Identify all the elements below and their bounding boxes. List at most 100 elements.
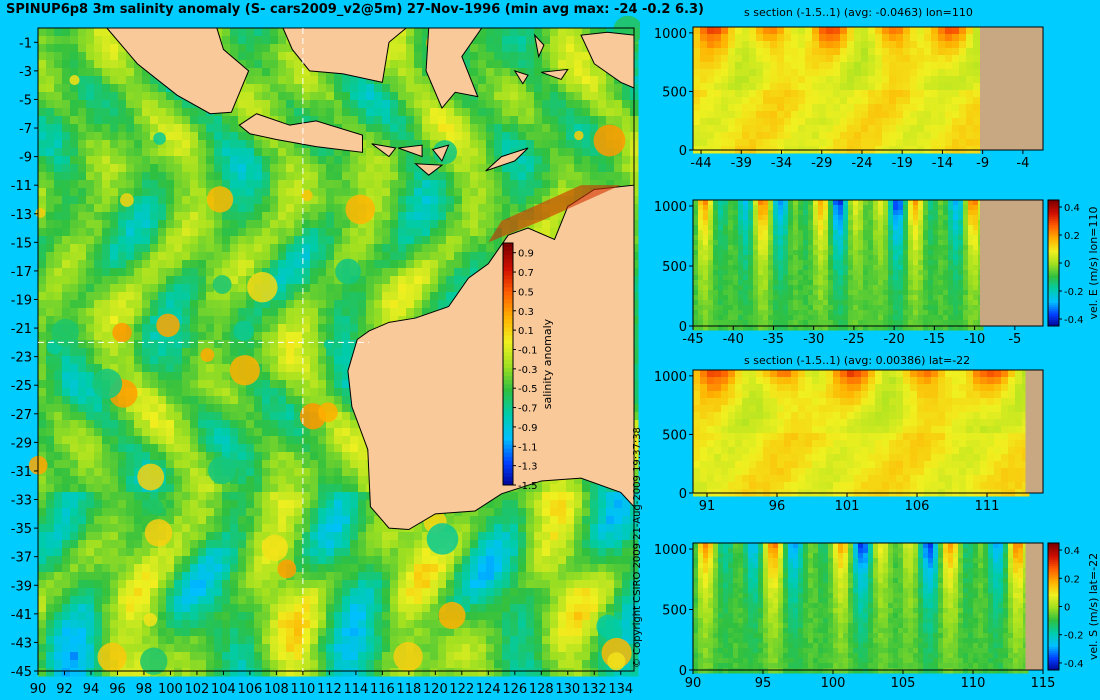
map-colorbar-label: salinity anomaly [541,318,554,409]
sumatra-land [105,27,250,115]
map-x-tick-8: 106 [237,682,262,697]
map-y-tick-3: -7 [19,122,32,137]
map-x-tick-3: 96 [109,682,126,697]
s-lon-seafloor [980,27,1043,150]
s-lon-x-tick-4: -24 [851,156,872,171]
borneo-land [282,27,408,83]
map-y-tick-20: -41 [11,608,32,623]
v-lon-y-tick-0: 0 [679,320,687,335]
map-y-tick-2: -5 [19,93,32,108]
map-x-tick-2: 94 [83,682,100,697]
map-y-tick-21: -43 [11,636,32,651]
island-3 [485,147,529,172]
v-lat-y-tick-0: 0 [679,664,687,679]
map-colorbar-tick-6: -0.3 [518,365,538,376]
map-y-tick-19: -39 [11,579,32,594]
map-x-tick-14: 118 [396,682,421,697]
map-y-tick-15: -31 [11,465,32,480]
map-frame [37,27,635,672]
s-lon-chart: -44 -39 -34 -29 -24 -19 -14 -9 -4 0 500 1000 [654,26,1044,171]
island-0 [371,143,397,158]
s-lon-x-tick-1: -39 [731,156,752,171]
v-lon-x-tick-1: -40 [723,332,744,347]
v-lat-colorbar-tick-0: 0.4 [1064,546,1080,557]
coastal-anomaly [488,185,621,243]
s-lat-y-tick-1: 500 [662,428,687,443]
s-lat-x-tick-2: 101 [835,499,860,514]
v-lon-x-tick-3: -30 [803,332,824,347]
map-colorbar-tick-10: -1.1 [518,442,538,453]
map-y-tick-9: -19 [11,293,32,308]
v-lat-colorbar-tick-2: 0 [1064,603,1070,614]
s-lon-x-tick-8: -4 [1016,156,1029,171]
island-4 [414,163,444,176]
v-lat-colorbar-label: vel. S (m/s) lat=-22 [1087,553,1100,660]
map-x-tick-21: 132 [582,682,607,697]
island-1 [398,144,423,158]
s-lon-x-tick-0: -44 [690,156,711,171]
java-land [238,113,363,153]
map-x-tick-10: 110 [290,682,315,697]
v-lat-x-tick-1: 95 [755,676,772,691]
s-lon-frame [692,26,1044,151]
v-lat-x-tick-0: 90 [685,676,702,691]
map-x-tick-4: 98 [136,682,153,697]
v-lon-colorbar-label: vel. E (m/s) lon=110 [1087,207,1100,320]
map-colorbar-tick-12: -1.5 [518,481,538,492]
map-colorbar-tick-8: -0.7 [518,404,538,415]
map-x-tick-12: 114 [343,682,368,697]
sulawesi-land [425,27,483,109]
map-y-tick-14: -29 [11,436,32,451]
map-y-tick-22: -45 [11,665,32,680]
map-colorbar-tick-5: -0.1 [518,345,538,356]
map-y-tick-8: -17 [11,265,32,280]
s-lon-x-tick-3: -29 [811,156,832,171]
v-lon-x-tick-7: -10 [964,332,985,347]
v-lon-x-tick-2: -35 [763,332,784,347]
map-colorbar-tick-1: 0.7 [518,268,534,279]
v-lon-frame [692,199,1044,327]
map-y-tick-16: -33 [11,494,32,509]
map-colorbar-tick-0: 0.9 [518,249,534,260]
v-lon-colorbar-tick-2: 0 [1064,259,1070,270]
maluku-island-1 [541,68,569,81]
map-x-tick-20: 130 [555,682,580,697]
v-lat-y-tick-2: 1000 [654,543,687,558]
map-x-tick-7: 104 [211,682,236,697]
v-lon-x-tick-6: -15 [924,332,945,347]
map-x-tick-0: 90 [30,682,47,697]
map-x-tick-13: 116 [370,682,395,697]
s-lat-field [693,370,1030,497]
map-y-tick-18: -37 [11,551,32,566]
map-y-tick-12: -25 [11,379,32,394]
v-lat-x-tick-2: 100 [821,676,846,691]
v-lat-x-tick-3: 105 [891,676,916,691]
map-y-tick-5: -11 [11,179,32,194]
v-lon-chart: -45 -40 -35 -30 -25 -20 -15 -10 -5 0 500 1000 0.4 0.2… [654,199,1100,347]
s-lon-x-tick-5: -19 [892,156,913,171]
s-lon-y-tick-1: 500 [662,85,687,100]
map-colorbar-tick-4: 0.1 [518,326,534,337]
s-lon-y-tick-2: 1000 [654,27,687,42]
copyright-text: © Copyright CSIRO 2009 21-Aug-2009 19:37… [632,427,643,668]
map-x-tick-15: 120 [423,682,448,697]
s-lat-x-tick-4: 111 [975,499,1000,514]
s-lon-x-tick-7: -9 [976,156,989,171]
map-eddies [28,15,640,675]
map-chart: 90 92 94 96 98 100 102 104 106 108 110 112 114 116 118… [11,15,640,697]
map-title: SPINUP6p8 3m salinity anomaly (S- cars20… [6,2,704,17]
s-lat-y-tick-0: 0 [679,487,687,502]
v-lon-y-tick-2: 1000 [654,200,687,215]
map-x-tick-1: 92 [56,682,73,697]
s-lon-x-tick-6: -14 [932,156,953,171]
s-lon-field [693,27,981,154]
map-y-tick-13: -27 [11,408,32,423]
v-lat-colorbar-tick-1: 0.2 [1064,574,1080,585]
s-lon-y-tick-0: 0 [679,144,687,159]
v-lon-seafloor [980,200,1043,326]
map-colorbar-tick-9: -0.9 [518,423,538,434]
map-x-tick-17: 124 [476,682,501,697]
map-colorbar-tick-3: 0.3 [518,307,534,318]
